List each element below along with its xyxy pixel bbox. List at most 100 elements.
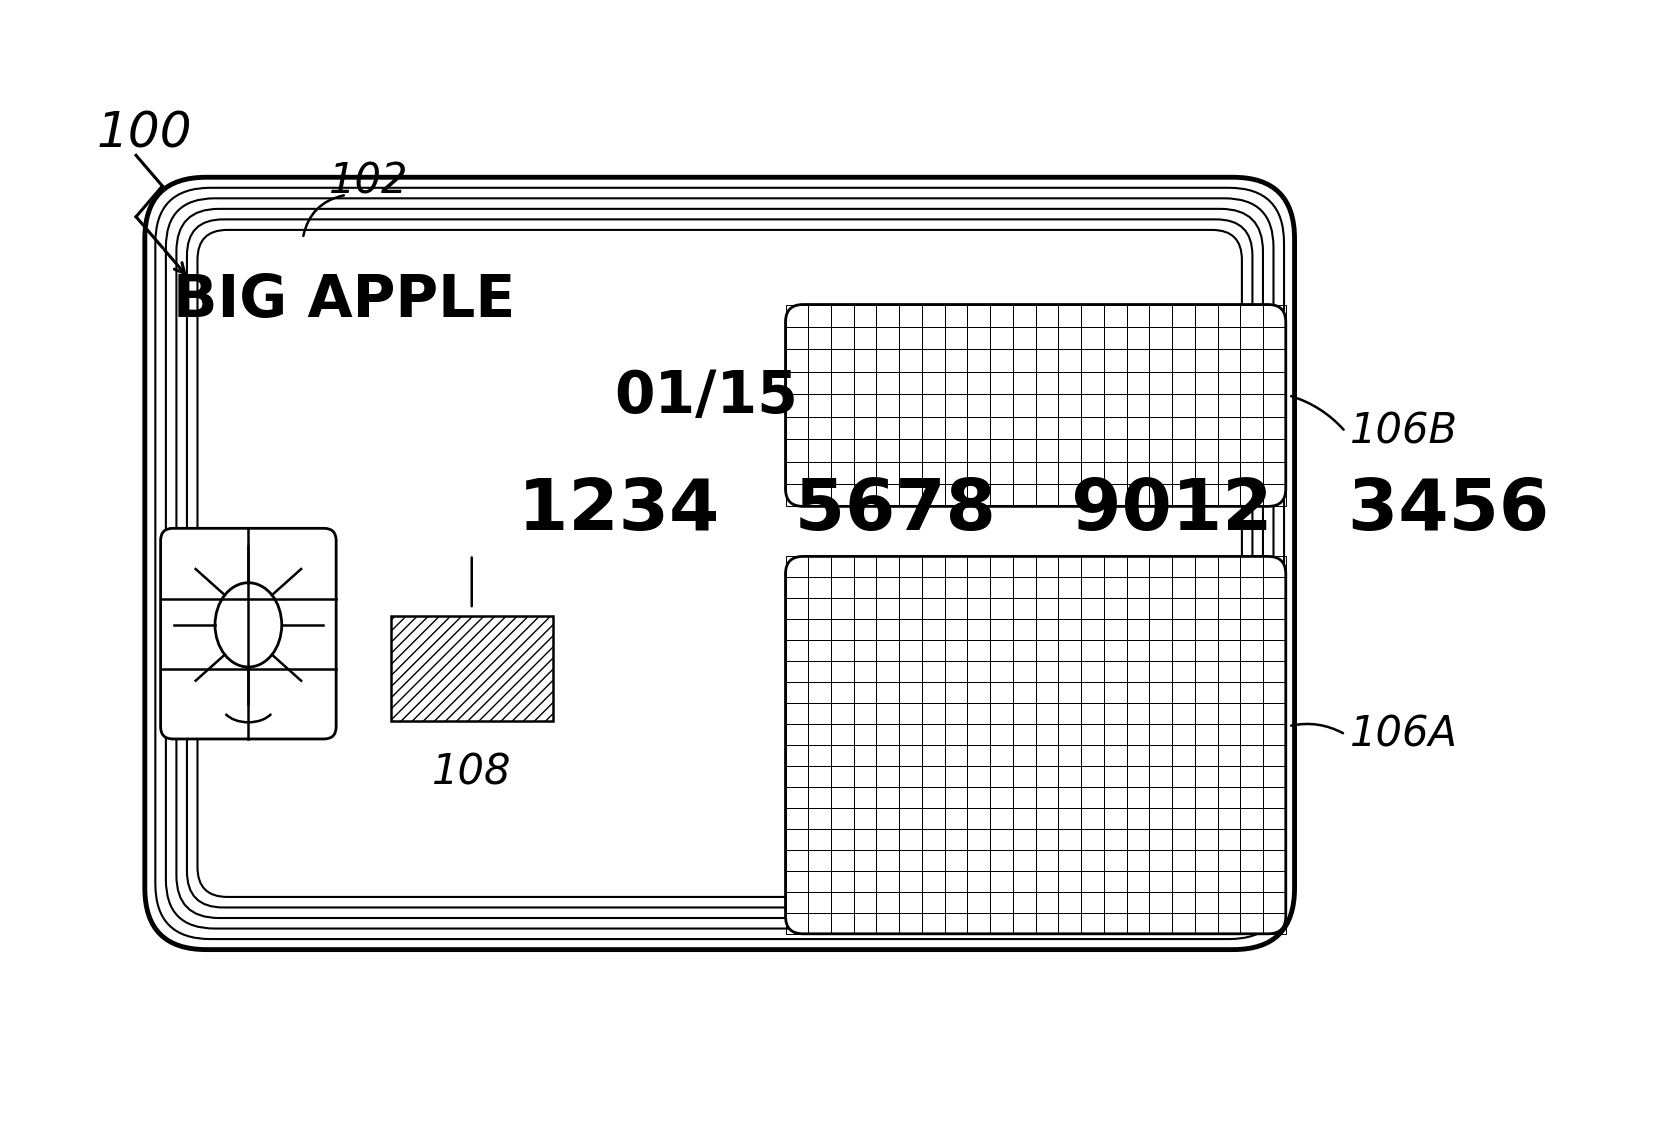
Bar — [900, 850, 921, 871]
Bar — [876, 766, 900, 787]
Bar — [1263, 620, 1286, 640]
Bar — [945, 598, 968, 620]
Bar — [808, 417, 832, 440]
Bar — [1149, 440, 1172, 461]
Bar — [1059, 327, 1081, 349]
Bar — [989, 394, 1013, 417]
Bar — [1104, 892, 1127, 913]
Bar — [853, 327, 876, 349]
Bar — [1127, 808, 1149, 829]
Bar — [1217, 372, 1240, 394]
Bar — [1195, 349, 1217, 372]
Bar — [853, 578, 876, 598]
Bar — [853, 704, 876, 724]
Bar — [808, 724, 832, 746]
Bar — [968, 913, 989, 934]
Bar — [921, 724, 945, 746]
Bar — [1195, 327, 1217, 349]
Bar — [1036, 640, 1059, 662]
Bar — [1059, 349, 1081, 372]
Bar — [1059, 724, 1081, 746]
Bar — [921, 829, 945, 850]
Bar — [1172, 394, 1195, 417]
Bar — [989, 440, 1013, 461]
Bar — [1149, 484, 1172, 506]
Bar — [1240, 305, 1263, 327]
Bar — [832, 829, 853, 850]
Bar — [1149, 871, 1172, 892]
Bar — [945, 787, 968, 808]
Bar — [785, 724, 808, 746]
Bar — [921, 417, 945, 440]
Bar — [1172, 640, 1195, 662]
Bar — [876, 305, 900, 327]
Bar — [1104, 913, 1127, 934]
Bar — [968, 724, 989, 746]
Bar — [808, 892, 832, 913]
Bar — [1217, 724, 1240, 746]
Bar — [853, 682, 876, 704]
Bar — [1240, 746, 1263, 766]
Bar — [1036, 892, 1059, 913]
Bar — [1013, 305, 1036, 327]
Bar — [921, 913, 945, 934]
Bar — [945, 808, 968, 829]
Bar — [808, 850, 832, 871]
Bar — [785, 662, 808, 682]
Bar — [1013, 417, 1036, 440]
Bar — [1240, 913, 1263, 934]
Bar — [900, 349, 921, 372]
Bar — [1217, 850, 1240, 871]
Text: 100: 100 — [96, 110, 193, 157]
Bar — [1263, 417, 1286, 440]
Bar — [1240, 620, 1263, 640]
Bar — [1059, 305, 1081, 327]
Bar — [808, 808, 832, 829]
Bar — [1081, 640, 1104, 662]
Bar — [1013, 829, 1036, 850]
Bar — [1263, 578, 1286, 598]
Bar — [1104, 871, 1127, 892]
Bar — [1081, 892, 1104, 913]
Bar — [1263, 892, 1286, 913]
Bar — [1013, 871, 1036, 892]
Bar — [1217, 417, 1240, 440]
Bar — [1013, 394, 1036, 417]
Bar — [968, 766, 989, 787]
Bar — [921, 746, 945, 766]
Bar — [1081, 598, 1104, 620]
Bar — [1195, 829, 1217, 850]
Bar — [808, 640, 832, 662]
Bar — [853, 640, 876, 662]
Bar — [989, 913, 1013, 934]
Bar — [1149, 682, 1172, 704]
Bar — [900, 787, 921, 808]
Bar — [876, 724, 900, 746]
Bar — [1172, 787, 1195, 808]
Bar — [989, 327, 1013, 349]
Bar — [1013, 850, 1036, 871]
Bar — [1149, 850, 1172, 871]
Bar — [1240, 440, 1263, 461]
Bar — [853, 724, 876, 746]
Bar — [1217, 913, 1240, 934]
Bar — [1104, 484, 1127, 506]
Bar — [785, 682, 808, 704]
Bar — [989, 556, 1013, 578]
Bar — [1172, 724, 1195, 746]
Bar — [945, 578, 968, 598]
Bar — [1127, 724, 1149, 746]
Bar — [1059, 598, 1081, 620]
Bar — [945, 556, 968, 578]
Bar — [945, 417, 968, 440]
Bar — [1195, 892, 1217, 913]
Bar — [1081, 746, 1104, 766]
Bar — [968, 417, 989, 440]
Bar — [1149, 892, 1172, 913]
Bar — [1263, 682, 1286, 704]
Bar — [832, 598, 853, 620]
Bar — [1104, 787, 1127, 808]
Bar — [1036, 305, 1059, 327]
Bar — [1195, 808, 1217, 829]
Bar — [1104, 766, 1127, 787]
